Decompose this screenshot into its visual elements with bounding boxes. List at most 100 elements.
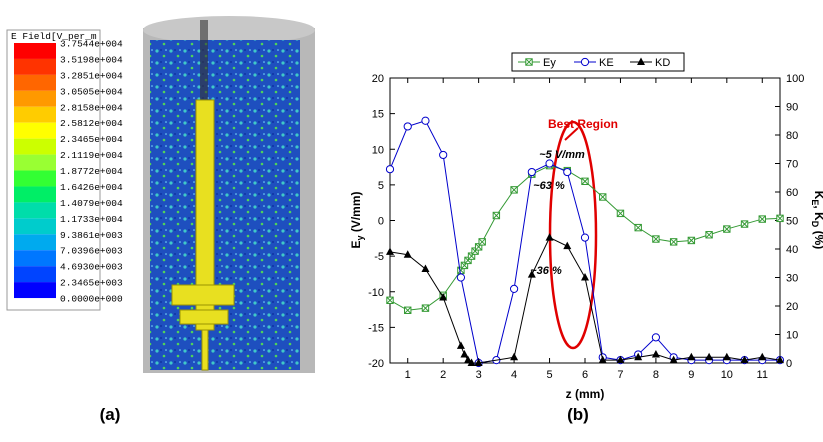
data-marker — [386, 247, 394, 255]
color-swatch — [14, 218, 56, 235]
y2-tick-label: 0 — [786, 358, 792, 370]
y-tick-label: 5 — [378, 180, 384, 192]
x-tick-label: 4 — [511, 369, 517, 381]
y2-tick-label: 30 — [786, 273, 798, 285]
color-swatch — [14, 170, 56, 187]
legend-label: 7.0396e+003 — [60, 246, 123, 257]
y2-axis-title-part: (%) — [812, 227, 823, 249]
y-tick-label: 15 — [372, 109, 384, 121]
annotation-arrow — [564, 127, 579, 141]
data-marker — [439, 292, 448, 301]
legend-label: 2.5812e+004 — [60, 118, 123, 129]
marker-part — [758, 215, 766, 223]
y-tick-label: -10 — [368, 287, 384, 299]
data-marker — [634, 352, 643, 361]
data-marker — [510, 186, 518, 194]
data-marker — [598, 355, 607, 364]
marker-part — [404, 306, 412, 314]
data-marker — [758, 215, 766, 223]
x-tick-label: 11 — [757, 369, 768, 381]
data-marker — [637, 57, 645, 65]
legend-label: 2.8158e+004 — [60, 102, 123, 113]
marker-part — [740, 220, 749, 228]
marker-part — [492, 211, 500, 220]
y2-tick-label: 80 — [786, 130, 798, 142]
annotation: Best Region — [548, 117, 618, 131]
color-swatch — [14, 74, 56, 91]
color-swatch — [14, 154, 56, 171]
y2-tick-label: 50 — [786, 216, 798, 228]
y2-tick-label: 60 — [786, 187, 798, 199]
data-marker — [545, 159, 554, 168]
data-marker — [580, 233, 590, 242]
marker-part — [510, 186, 518, 194]
color-swatch — [14, 43, 56, 59]
color-swatch — [14, 250, 56, 267]
data-marker — [776, 355, 784, 364]
color-swatch — [14, 106, 56, 123]
marker-part — [386, 296, 394, 304]
data-marker — [563, 241, 572, 250]
y-tick-label: 10 — [372, 144, 384, 156]
annotation: ~63 % — [533, 180, 565, 192]
legend-label: 4.6930e+003 — [60, 262, 123, 273]
data-marker — [525, 58, 533, 66]
data-marker — [722, 352, 731, 361]
y2-axis-title-part: K — [812, 191, 823, 200]
color-swatch — [14, 58, 56, 75]
data-marker — [527, 167, 536, 177]
y-tick-label: -5 — [374, 251, 384, 263]
data-marker — [474, 358, 483, 366]
x-tick-label: 9 — [688, 369, 694, 381]
color-swatch — [14, 138, 56, 155]
y-tick-label: 20 — [372, 73, 384, 85]
data-marker — [705, 231, 713, 239]
data-marker — [616, 355, 625, 364]
y2-tick-label: 20 — [786, 301, 798, 313]
data-marker — [545, 233, 554, 241]
y-tick-label: 0 — [378, 216, 384, 228]
legend-label: 2.3465e+003 — [60, 278, 123, 289]
marker-part — [687, 236, 695, 245]
color-swatch — [14, 90, 56, 107]
data-marker — [464, 355, 472, 364]
data-marker — [581, 177, 589, 186]
annotation: ~5 V/mm — [539, 149, 585, 161]
annotation: ~36 % — [530, 265, 562, 277]
y2-axis-title-part: E — [810, 199, 820, 205]
x-tick-label: 2 — [440, 369, 446, 381]
color-swatch — [14, 282, 56, 299]
data-marker — [456, 273, 466, 282]
legend-label: KD — [655, 57, 670, 69]
data-marker — [651, 333, 661, 342]
data-marker — [492, 211, 501, 220]
y2-axis-title-part: D — [810, 221, 820, 228]
data-marker — [740, 220, 749, 228]
x-tick-label: 3 — [476, 369, 482, 381]
x-tick-label: 6 — [582, 369, 588, 381]
data-marker — [776, 214, 784, 223]
x-tick-label: 8 — [653, 369, 659, 381]
color-swatch — [14, 234, 56, 251]
legend-label: 1.8772e+004 — [60, 166, 123, 177]
y2-tick-label: 90 — [786, 102, 798, 114]
data-marker — [439, 150, 448, 160]
x-tick-label: 1 — [405, 369, 411, 381]
y2-tick-label: 10 — [786, 330, 798, 342]
legend-label: 2.3465e+004 — [60, 134, 123, 145]
y-axis-title-part: E — [349, 241, 363, 249]
legend-label: 3.0505e+004 — [60, 86, 123, 97]
marker-part — [421, 304, 430, 312]
color-swatch — [14, 202, 56, 219]
x-axis-title: z (mm) — [566, 387, 605, 401]
data-marker — [581, 273, 589, 281]
y2-tick-label: 70 — [786, 159, 798, 171]
data-marker — [687, 236, 696, 245]
color-swatch — [14, 186, 56, 203]
data-marker — [705, 352, 714, 361]
simulation-view — [143, 16, 315, 373]
data-marker — [580, 57, 590, 67]
marker-part — [705, 231, 713, 239]
data-marker — [669, 238, 678, 246]
